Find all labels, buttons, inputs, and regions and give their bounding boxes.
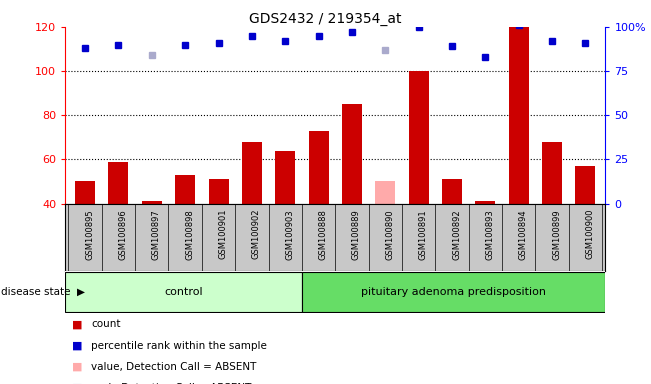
Text: GSM100892: GSM100892 [452, 209, 461, 260]
Bar [175, 175, 195, 204]
Text: GSM100902: GSM100902 [252, 209, 261, 260]
Text: GSM100903: GSM100903 [285, 209, 294, 260]
Bar [208, 179, 229, 204]
Text: GSM100894: GSM100894 [519, 209, 528, 260]
Text: GSM100895: GSM100895 [85, 209, 94, 260]
Text: GSM100901: GSM100901 [219, 209, 228, 260]
Bar [309, 131, 329, 204]
Text: rank, Detection Call = ABSENT: rank, Detection Call = ABSENT [91, 383, 251, 384]
Bar [275, 151, 296, 204]
Text: GSM100899: GSM100899 [552, 209, 561, 260]
Bar [508, 27, 529, 204]
Text: ■: ■ [72, 341, 82, 351]
Bar [575, 166, 596, 204]
Text: ■: ■ [72, 319, 82, 329]
Text: count: count [91, 319, 120, 329]
Text: GSM100896: GSM100896 [118, 209, 128, 260]
Text: GSM100893: GSM100893 [486, 209, 494, 260]
Text: GDS2432 / 219354_at: GDS2432 / 219354_at [249, 12, 402, 25]
Bar [65, 271, 302, 312]
Bar [409, 71, 428, 204]
Bar [475, 201, 495, 204]
Text: GSM100888: GSM100888 [318, 209, 327, 260]
Bar [442, 179, 462, 204]
Text: ■: ■ [72, 362, 82, 372]
Text: GSM100891: GSM100891 [419, 209, 428, 260]
Text: GSM100900: GSM100900 [585, 209, 594, 260]
Bar [109, 162, 128, 204]
Text: ■: ■ [72, 383, 82, 384]
Text: disease state  ▶: disease state ▶ [1, 287, 85, 297]
Text: GSM100890: GSM100890 [385, 209, 395, 260]
Text: control: control [164, 287, 203, 297]
Text: value, Detection Call = ABSENT: value, Detection Call = ABSENT [91, 362, 256, 372]
Text: GSM100898: GSM100898 [185, 209, 194, 260]
Text: pituitary adenoma predisposition: pituitary adenoma predisposition [361, 287, 546, 297]
Bar [142, 201, 162, 204]
Bar [302, 271, 605, 312]
Bar [242, 142, 262, 204]
Text: GSM100889: GSM100889 [352, 209, 361, 260]
Bar [375, 182, 395, 204]
Bar [75, 182, 95, 204]
Bar [542, 142, 562, 204]
Text: GSM100897: GSM100897 [152, 209, 161, 260]
Bar [342, 104, 362, 204]
Text: percentile rank within the sample: percentile rank within the sample [91, 341, 267, 351]
